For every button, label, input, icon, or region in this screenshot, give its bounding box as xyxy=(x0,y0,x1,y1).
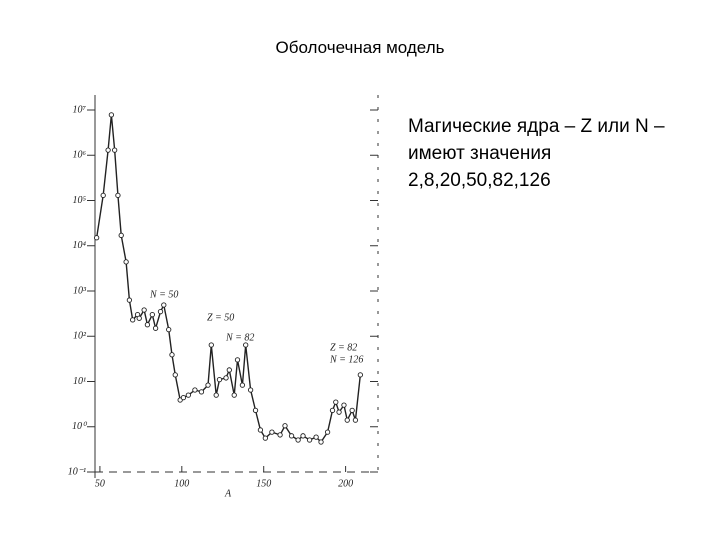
data-point xyxy=(123,259,129,265)
data-point xyxy=(192,387,198,393)
data-point xyxy=(313,434,319,440)
data-point xyxy=(239,382,246,388)
data-point xyxy=(352,417,359,423)
data-point xyxy=(105,147,111,153)
y-tick-label: 10² xyxy=(73,331,87,342)
data-point xyxy=(149,312,155,318)
annotation: Z = 82 xyxy=(330,342,357,353)
x-tick-label: 50 xyxy=(95,478,105,489)
y-tick-label: 10⁴ xyxy=(73,240,87,251)
data-point xyxy=(213,392,219,398)
data-point xyxy=(136,315,142,321)
data-point xyxy=(152,325,159,331)
data-point xyxy=(144,322,151,328)
y-tick-label: 10⁷ xyxy=(73,104,87,115)
data-point xyxy=(247,387,254,393)
data-point xyxy=(282,423,288,429)
data-point xyxy=(357,372,363,378)
data-point xyxy=(141,307,147,313)
data-point xyxy=(300,433,306,439)
y-tick-label: 10¹ xyxy=(73,376,86,387)
annotation: Z = 50 xyxy=(207,312,234,323)
data-point xyxy=(180,394,187,401)
x-tick-label: 200 xyxy=(338,478,353,489)
data-point xyxy=(157,308,164,315)
y-tick-label: 10³ xyxy=(73,285,87,296)
data-point xyxy=(166,326,172,333)
slide-title: Оболочечная модель xyxy=(275,38,445,57)
data-point xyxy=(344,417,350,423)
data-point xyxy=(208,342,214,348)
data-point xyxy=(306,437,313,443)
data-point xyxy=(341,402,347,408)
data-point xyxy=(243,342,249,348)
x-axis-label: A xyxy=(224,488,232,499)
data-point xyxy=(205,382,211,388)
data-point xyxy=(172,372,178,378)
data-point xyxy=(216,376,223,383)
data-point xyxy=(336,409,342,415)
data-point xyxy=(318,439,324,445)
data-point xyxy=(198,389,205,395)
data-point xyxy=(169,352,175,358)
data-point xyxy=(231,392,237,398)
data-point xyxy=(161,302,167,308)
data-point xyxy=(262,435,268,441)
data-point xyxy=(234,357,241,363)
data-point xyxy=(226,367,232,373)
data-point xyxy=(252,407,259,414)
x-tick-label: 150 xyxy=(256,478,271,489)
y-tick-label: 10⁵ xyxy=(73,195,87,206)
data-point xyxy=(288,433,295,439)
data-point xyxy=(329,407,336,414)
annotation: N = 82 xyxy=(225,332,254,343)
data-point xyxy=(269,429,275,435)
data-point xyxy=(333,399,339,405)
y-tick-label: 10⁶ xyxy=(73,150,87,161)
slide-text: Магические ядра – Z или N – имеют значен… xyxy=(408,116,665,191)
data-point xyxy=(295,437,301,443)
series-line xyxy=(95,114,362,444)
data-point xyxy=(130,317,136,323)
data-point xyxy=(115,192,121,198)
data-point xyxy=(118,232,124,238)
data-point xyxy=(324,429,331,435)
data-point xyxy=(93,235,100,241)
data-point xyxy=(223,375,229,381)
annotation: N = 50 xyxy=(149,289,178,300)
data-point xyxy=(126,297,133,303)
x-tick-label: 100 xyxy=(174,478,189,489)
data-point xyxy=(257,427,264,433)
data-point xyxy=(349,407,355,414)
annotation: N = 126 xyxy=(329,354,363,365)
data-point xyxy=(185,392,192,398)
data-point xyxy=(112,147,118,153)
data-point xyxy=(108,112,115,118)
y-tick-label: 10⁻¹ xyxy=(68,466,86,477)
data-point xyxy=(100,192,106,198)
data-point xyxy=(277,432,283,438)
y-tick-label: 10⁰ xyxy=(72,421,88,432)
